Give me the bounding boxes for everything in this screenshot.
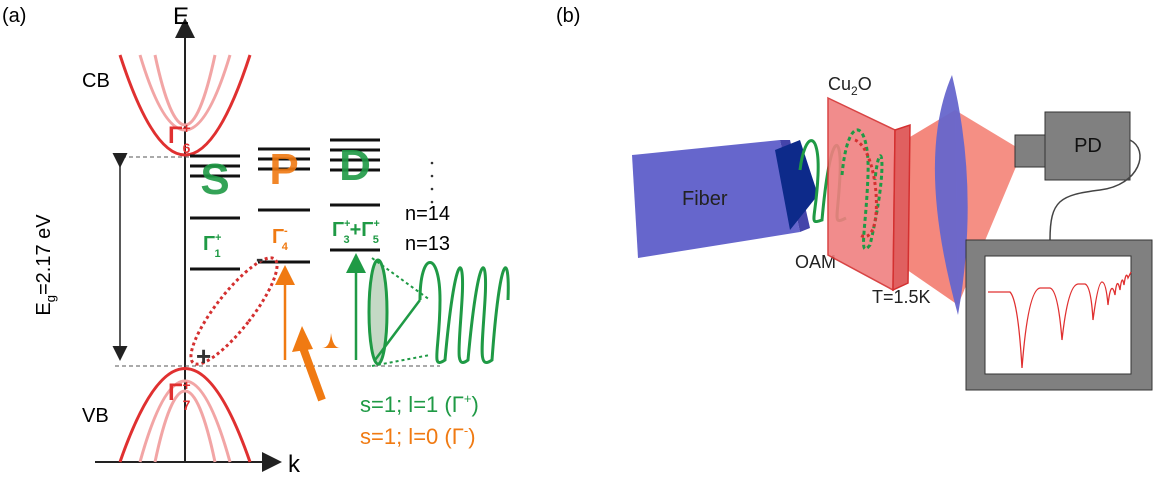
axis-label: k [288,451,301,478]
state-letter: S [200,155,229,204]
photon-arrow [302,345,322,400]
state-letter: D [339,141,371,190]
panel-label: (a) [2,5,26,27]
panel-b: (b) Fiber OAM Cu2O T=1.5K PD [556,5,1152,390]
sample [828,98,895,290]
state-letter: P [269,145,298,194]
symmetry-label: Γ+3+Γ+5 [332,218,380,246]
hole-sign: + [196,341,211,371]
electron-sign: - [256,246,263,271]
sample-edge [893,125,910,290]
figure: (a) E k CB VB Γ+6 Γ+7 Eg=2.17 eV S P D Γ… [0,0,1155,479]
band-label: VB [82,405,109,427]
panel-label: (b) [556,5,580,27]
band-label: CB [82,70,110,92]
legend-entry: s=1; l=0 (Γ-) [360,423,476,449]
detector-front [1015,135,1047,167]
sample-label: Cu2O [828,74,872,98]
detector-label: PD [1074,135,1102,157]
n-label: n=14 [405,203,450,225]
pulse [322,333,340,348]
temperature-label: T=1.5K [872,287,931,307]
fiber-label: Fiber [682,188,728,210]
legend-entry: s=1; l=1 (Γ+) [360,391,479,417]
axis-label: E [173,3,189,30]
oam-helix [420,263,508,363]
ellipsis-dots [431,162,434,204]
photon-arrowhead [292,326,313,352]
symmetry-label: Γ-4 [272,225,289,253]
symmetry-label: Γ+1 [203,232,221,260]
gap-label: Eg=2.17 eV [33,214,58,316]
panel-a: (a) E k CB VB Γ+6 Γ+7 Eg=2.17 eV S P D Γ… [2,3,508,478]
n-label: n=13 [405,233,450,255]
monitor-screen [985,256,1131,374]
